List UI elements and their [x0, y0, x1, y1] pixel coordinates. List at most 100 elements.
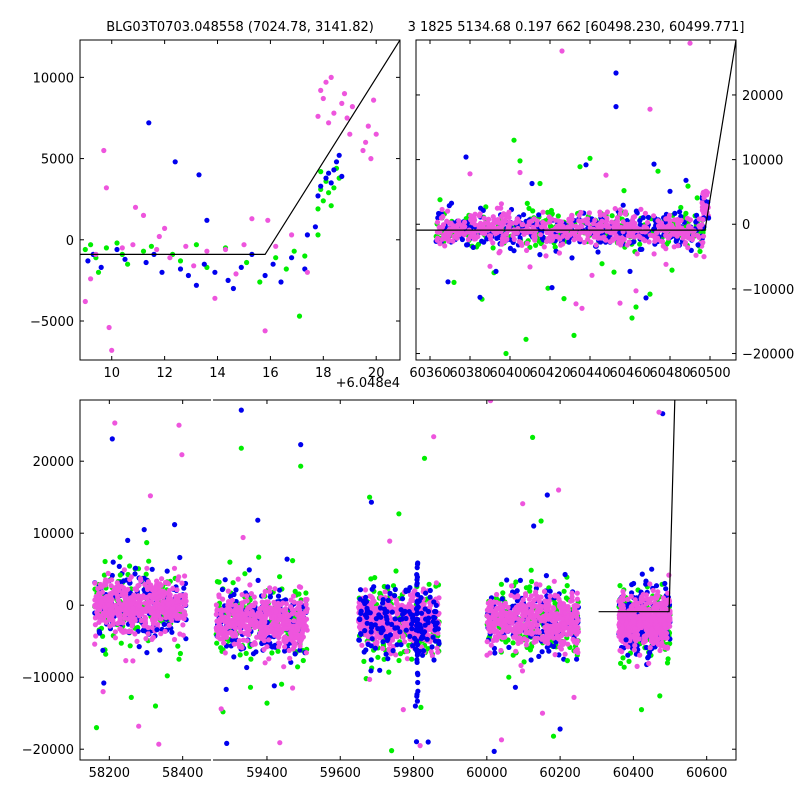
green-outlier	[128, 694, 134, 701]
pink-point	[371, 97, 377, 103]
blue-point	[289, 255, 295, 261]
pink-point	[175, 598, 181, 604]
pink-point	[291, 642, 297, 649]
blue-point	[423, 616, 429, 622]
pink-outlier	[543, 253, 549, 259]
pink-point	[267, 585, 273, 591]
pink-point	[690, 232, 697, 238]
blue-point	[470, 244, 476, 250]
pink-point	[638, 206, 644, 212]
pink-point	[477, 211, 483, 217]
pink-point	[518, 662, 524, 669]
pink-point	[531, 216, 537, 222]
green-point	[237, 652, 243, 658]
blue-point	[204, 217, 210, 223]
green-point	[140, 248, 147, 254]
pink-point	[564, 617, 570, 623]
blue-point	[547, 588, 553, 594]
pink-point	[180, 615, 186, 621]
blue-point	[144, 650, 150, 656]
blue-point	[369, 636, 375, 642]
pink-point	[259, 599, 265, 605]
pink-point	[564, 632, 570, 638]
pink-point	[266, 629, 272, 635]
green-point	[326, 190, 332, 196]
blue-outlier	[141, 527, 147, 533]
pink-point	[426, 626, 432, 633]
blue-point	[357, 616, 363, 623]
green-point	[242, 571, 248, 577]
pink-point	[569, 222, 575, 228]
green-outlier	[545, 285, 551, 291]
pink-point	[108, 592, 114, 599]
pink-point	[299, 630, 305, 636]
blue-point	[267, 594, 273, 600]
pink-point	[138, 617, 144, 624]
green-point	[146, 558, 152, 564]
pink-point	[158, 605, 164, 611]
blue-point	[430, 634, 436, 640]
pink-point	[546, 632, 552, 639]
blue-point	[631, 580, 637, 587]
green-point	[510, 640, 516, 646]
pink-point	[233, 271, 239, 277]
tr-xtick-label: 60400	[489, 366, 530, 381]
green-point	[118, 640, 124, 646]
pink-point	[680, 235, 686, 241]
green-point	[82, 246, 88, 253]
pink-point	[612, 206, 618, 212]
green-point	[555, 213, 561, 219]
pink-point	[221, 627, 227, 633]
pink-point	[531, 617, 537, 624]
pink-point	[374, 632, 380, 638]
pink-point	[116, 610, 122, 616]
pink-point	[142, 615, 149, 621]
blue-point	[231, 591, 237, 598]
tr-ytick-label: −20000	[742, 348, 794, 363]
pink-point	[180, 632, 186, 638]
blue-point	[333, 159, 340, 165]
pink-point	[515, 616, 521, 622]
blue-point	[392, 616, 398, 622]
green-outlier	[503, 350, 509, 357]
pink-point	[257, 614, 263, 620]
green-point	[563, 595, 570, 601]
pink-point	[291, 618, 297, 624]
blue-point	[381, 606, 387, 612]
green-outlier	[611, 269, 617, 275]
pink-point	[158, 593, 164, 599]
pink-point	[436, 224, 442, 230]
pink-point	[102, 579, 108, 586]
green-outlier	[103, 651, 109, 657]
pink-point	[571, 237, 577, 243]
blue-point	[672, 210, 678, 216]
pink-point	[513, 220, 519, 226]
pink-point	[171, 636, 178, 643]
green-point	[637, 241, 643, 247]
pink-point	[584, 229, 590, 235]
pink-point	[128, 601, 134, 607]
pink-point	[574, 224, 580, 230]
blue-outlier	[613, 70, 619, 76]
blue-point	[392, 625, 398, 631]
pink-point	[531, 639, 537, 645]
blue-point	[429, 644, 435, 650]
pink-point	[225, 599, 232, 605]
pink-point	[110, 621, 116, 627]
pink-point	[108, 583, 114, 589]
pink-point	[368, 616, 374, 622]
green-point	[273, 255, 279, 261]
blue-point	[639, 571, 645, 577]
pink-point	[150, 605, 156, 611]
pink-point	[440, 213, 446, 220]
pink-point	[241, 242, 247, 248]
blue-point	[358, 610, 364, 617]
pink-point	[545, 640, 551, 646]
pink-point	[295, 605, 302, 611]
blue-point	[385, 656, 391, 662]
pink-point	[151, 610, 157, 617]
pink-point	[498, 205, 504, 211]
green-point	[528, 567, 534, 573]
pink-point	[505, 211, 511, 217]
pink-point	[158, 631, 164, 637]
